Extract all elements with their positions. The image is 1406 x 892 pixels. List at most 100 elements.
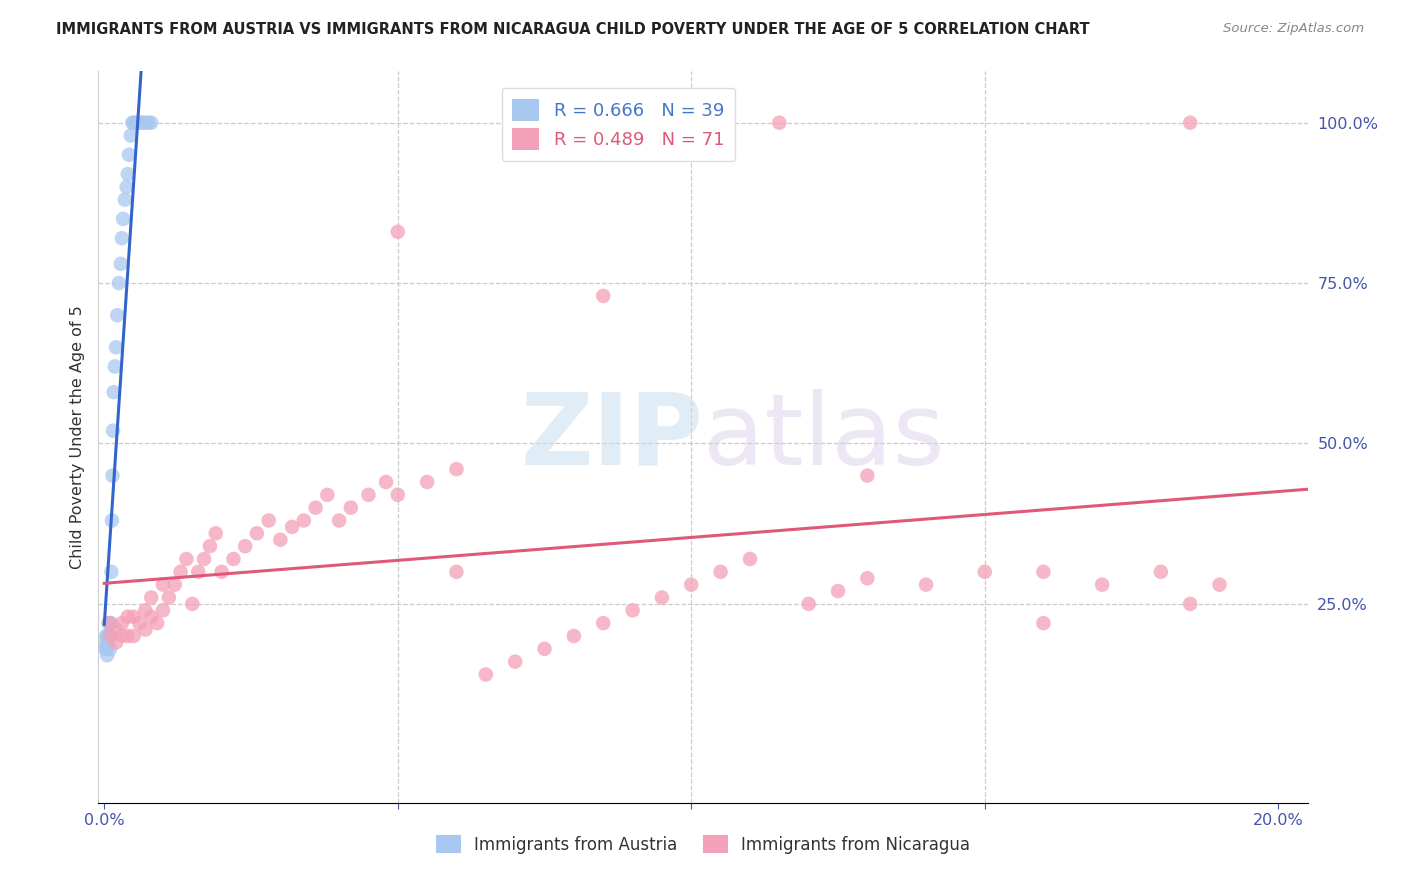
Point <box>1032 616 1054 631</box>
Point <box>246 526 269 541</box>
Point <box>100 565 122 579</box>
Point <box>98 629 121 643</box>
Point <box>141 116 163 130</box>
Point <box>592 289 614 303</box>
Point <box>128 116 150 130</box>
Point <box>125 116 148 130</box>
Point <box>98 629 121 643</box>
Point <box>108 276 131 290</box>
Point <box>136 116 159 130</box>
Point <box>134 116 156 130</box>
Point <box>387 225 409 239</box>
Point <box>163 577 186 591</box>
Point <box>1208 577 1230 591</box>
Point <box>122 609 145 624</box>
Point <box>97 629 120 643</box>
Point <box>94 635 117 649</box>
Point <box>117 167 139 181</box>
Point <box>97 635 120 649</box>
Point <box>304 500 326 515</box>
Point <box>1180 597 1202 611</box>
Point <box>204 526 226 541</box>
Point <box>141 609 163 624</box>
Point <box>98 616 121 631</box>
Point <box>340 500 363 515</box>
Point <box>211 565 233 579</box>
Point <box>257 514 280 528</box>
Point <box>101 514 124 528</box>
Point <box>446 565 468 579</box>
Point <box>416 475 439 489</box>
Point <box>128 616 150 631</box>
Text: Source: ZipAtlas.com: Source: ZipAtlas.com <box>1223 22 1364 36</box>
Point <box>96 629 118 643</box>
Point <box>973 565 995 579</box>
Point <box>96 648 118 663</box>
Point <box>316 488 339 502</box>
Point <box>856 468 879 483</box>
Point <box>562 629 585 643</box>
Point <box>141 591 163 605</box>
Point <box>738 552 761 566</box>
Point <box>134 623 156 637</box>
Point <box>105 635 128 649</box>
Point <box>97 616 120 631</box>
Text: atlas: atlas <box>703 389 945 485</box>
Point <box>105 340 128 354</box>
Point <box>503 655 526 669</box>
Point <box>94 629 117 643</box>
Point <box>114 193 136 207</box>
Point <box>98 629 121 643</box>
Point <box>104 359 127 374</box>
Point <box>681 577 703 591</box>
Point <box>122 116 145 130</box>
Point <box>100 616 122 631</box>
Point <box>152 577 174 591</box>
Point <box>105 308 128 322</box>
Point <box>115 179 138 194</box>
Point <box>222 552 245 566</box>
Point <box>146 616 169 631</box>
Point <box>111 616 134 631</box>
Point <box>118 148 141 162</box>
Point <box>94 641 117 656</box>
Point <box>96 641 118 656</box>
Point <box>103 385 125 400</box>
Point <box>98 641 121 656</box>
Point <box>768 116 790 130</box>
Point <box>117 629 139 643</box>
Text: IMMIGRANTS FROM AUSTRIA VS IMMIGRANTS FROM NICARAGUA CHILD POVERTY UNDER THE AGE: IMMIGRANTS FROM AUSTRIA VS IMMIGRANTS FR… <box>56 22 1090 37</box>
Point <box>1091 577 1114 591</box>
Point <box>446 462 468 476</box>
Point <box>387 488 409 502</box>
Point <box>915 577 938 591</box>
Point <box>856 571 879 585</box>
Legend: Immigrants from Austria, Immigrants from Nicaragua: Immigrants from Austria, Immigrants from… <box>429 829 977 860</box>
Point <box>105 623 128 637</box>
Point <box>176 552 198 566</box>
Point <box>1150 565 1173 579</box>
Point <box>181 597 204 611</box>
Point <box>121 116 143 130</box>
Point <box>592 616 614 631</box>
Point <box>1032 565 1054 579</box>
Point <box>827 584 849 599</box>
Point <box>157 591 180 605</box>
Point <box>134 603 156 617</box>
Point <box>112 211 135 226</box>
Point <box>198 539 221 553</box>
Point <box>117 609 139 624</box>
Point <box>357 488 380 502</box>
Point <box>1180 116 1202 130</box>
Point <box>111 629 134 643</box>
Y-axis label: Child Poverty Under the Age of 5: Child Poverty Under the Age of 5 <box>69 305 84 569</box>
Point <box>281 520 304 534</box>
Point <box>169 565 191 579</box>
Point <box>111 231 134 245</box>
Point <box>131 116 153 130</box>
Point <box>269 533 291 547</box>
Point <box>110 257 132 271</box>
Point <box>328 514 350 528</box>
Point <box>120 128 142 143</box>
Point <box>98 616 121 631</box>
